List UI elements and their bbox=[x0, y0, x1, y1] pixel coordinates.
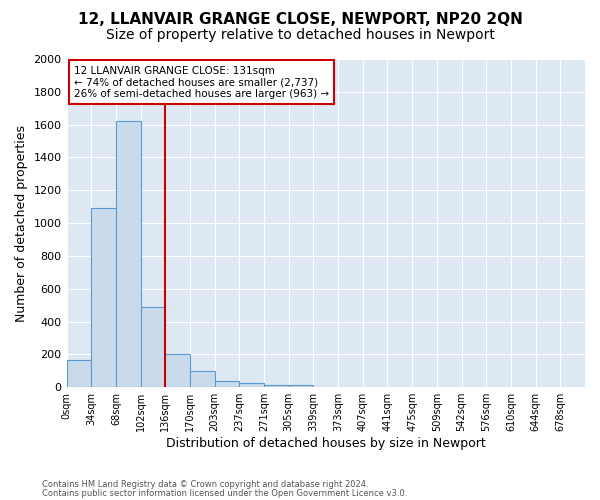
X-axis label: Distribution of detached houses by size in Newport: Distribution of detached houses by size … bbox=[166, 437, 485, 450]
Bar bbox=[264, 384, 289, 387]
Bar bbox=[91, 208, 116, 387]
Text: 12, LLANVAIR GRANGE CLOSE, NEWPORT, NP20 2QN: 12, LLANVAIR GRANGE CLOSE, NEWPORT, NP20… bbox=[77, 12, 523, 28]
Bar bbox=[289, 384, 313, 387]
Bar bbox=[116, 120, 140, 387]
Text: Size of property relative to detached houses in Newport: Size of property relative to detached ho… bbox=[106, 28, 494, 42]
Text: 12 LLANVAIR GRANGE CLOSE: 131sqm
← 74% of detached houses are smaller (2,737)
26: 12 LLANVAIR GRANGE CLOSE: 131sqm ← 74% o… bbox=[74, 66, 329, 99]
Y-axis label: Number of detached properties: Number of detached properties bbox=[15, 124, 28, 322]
Bar bbox=[140, 307, 165, 387]
Text: Contains public sector information licensed under the Open Government Licence v3: Contains public sector information licen… bbox=[42, 488, 407, 498]
Bar bbox=[239, 383, 264, 387]
Bar bbox=[67, 360, 91, 387]
Text: Contains HM Land Registry data © Crown copyright and database right 2024.: Contains HM Land Registry data © Crown c… bbox=[42, 480, 368, 489]
Bar bbox=[165, 354, 190, 387]
Bar bbox=[190, 371, 215, 387]
Bar bbox=[215, 380, 239, 387]
